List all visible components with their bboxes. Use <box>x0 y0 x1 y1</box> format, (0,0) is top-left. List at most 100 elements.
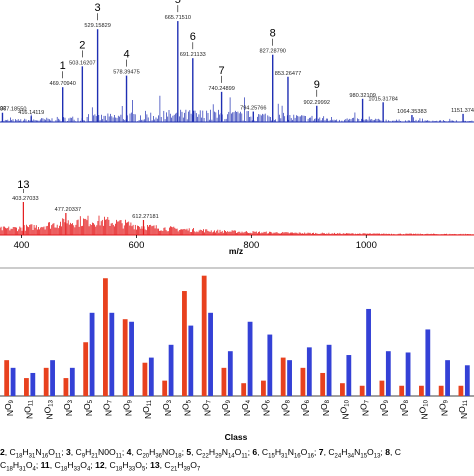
bar-red <box>63 378 69 396</box>
caption-fragment: 7 <box>196 466 201 473</box>
bar-blue <box>109 312 115 396</box>
caption-fragment: ; <box>181 447 187 457</box>
bar-blue <box>30 372 36 396</box>
caption-fragment: 18 <box>60 466 68 473</box>
bar-blue <box>168 344 174 396</box>
caption-fragment: ; <box>314 447 319 457</box>
caption-fragment: 24 <box>334 453 342 460</box>
bar-chart-x-tick-label: NO3 <box>161 399 173 416</box>
bar-blue <box>425 329 431 396</box>
caption-fragment: 5 <box>141 466 146 473</box>
bar-blue <box>326 344 332 396</box>
bar-chart-x-tick-label: NO10 <box>418 399 430 419</box>
bar-chart-x-tick-label: NO9 <box>437 399 449 416</box>
bar-chart-x-tick-label: NO9 <box>121 399 133 416</box>
caption-fragment: 18 <box>115 466 123 473</box>
spectrum-2-callout-number: 13 <box>17 179 29 191</box>
caption-fragment: O <box>135 460 142 470</box>
bar-red <box>300 367 306 396</box>
caption-fragment: 39 <box>183 466 191 473</box>
caption-fragment: 31 <box>281 453 288 460</box>
bar-chart-x-tick-label: NO9 <box>3 399 15 416</box>
caption-fragment: , C <box>257 447 269 457</box>
spectrum-1-peak-label: 503.16207 <box>69 60 95 66</box>
caption-line-2: C18H31O4; 11, C18H33O4; 12, C18H33O5; 13… <box>0 460 474 476</box>
caption-fragment: 34 <box>347 453 355 460</box>
bar-blue <box>247 321 253 396</box>
caption-fragment: N <box>221 447 228 457</box>
bar-chart-x-tick-label: NO3 <box>62 399 74 416</box>
caption-fragment: C <box>0 460 7 470</box>
caption-fragment: N <box>287 447 294 457</box>
caption-fragment: ; <box>145 460 151 470</box>
bar-blue <box>129 321 134 396</box>
bar-red <box>340 383 345 396</box>
bar-chart-x-tick-label: NO10 <box>339 399 351 419</box>
caption-fragment: 29 <box>215 453 222 460</box>
bar-blue <box>287 360 292 396</box>
bar-red <box>399 385 405 396</box>
caption-fragment: 4 <box>126 447 132 457</box>
bar-red <box>438 385 444 396</box>
bar-red <box>221 367 227 396</box>
bar-red <box>4 360 10 396</box>
bar-chart-x-tick-label: NO11 <box>457 399 469 419</box>
caption-fragment: 20 <box>142 453 150 460</box>
spectrum-1-peak-label: 902.29992 <box>304 100 330 106</box>
bar-chart-x-tick-label: NO9 <box>220 399 232 416</box>
bar-chart-x-axis-label: Class <box>225 432 248 442</box>
caption-line-1: 2, C18H31N16O11; 3, C9H21N0O11; 4, C20H3… <box>0 447 474 463</box>
spectrum-1-callout-number: 6 <box>190 31 196 43</box>
spectrum-1-peak-label: 367.18550 <box>0 107 26 113</box>
caption-fragment: 18 <box>6 466 13 473</box>
caption-fragment: 13 <box>150 460 160 470</box>
caption-fragment: 16 <box>41 453 49 460</box>
caption-fragment: 33 <box>73 466 81 473</box>
bar-red <box>261 380 266 396</box>
bar-chart-x-tick-label: NO5 <box>82 399 94 416</box>
bar-blue <box>306 347 312 396</box>
bar-chart-x-tick-label: NO9 <box>378 399 390 416</box>
caption-fragment: , C <box>4 447 16 457</box>
caption-fragment: 7 <box>318 447 324 457</box>
bar-red <box>201 275 207 396</box>
bar-red <box>122 319 128 396</box>
caption-fragment: 16 <box>293 453 301 460</box>
bar-red <box>142 362 148 396</box>
bar-chart-x-tick-label: NO8 <box>398 399 410 416</box>
caption-fragment: 13 <box>373 453 381 460</box>
spectrum-1-peak-label: 853.26477 <box>275 71 301 77</box>
spectrum-2-x-tick-label: 600 <box>129 240 145 251</box>
caption-fragment: H <box>67 460 74 470</box>
caption-fragment: , C <box>159 460 171 470</box>
caption-fragment: NO <box>162 447 175 457</box>
caption-fragment: N0O <box>97 447 116 457</box>
bar-blue <box>148 357 154 396</box>
bar-blue <box>385 351 391 396</box>
bar-red <box>458 385 464 396</box>
caption-fragment: 11 <box>241 453 248 460</box>
caption-fragment: O <box>80 460 87 470</box>
spectrum-1-callout-number: 4 <box>123 49 129 61</box>
bar-chart-x-tick-label: NO11 <box>23 399 35 419</box>
caption-fragment: ; <box>121 447 127 457</box>
caption-fragment: 5 <box>186 447 192 457</box>
caption-fragment: ; <box>247 447 253 457</box>
caption-fragment: 33 <box>128 466 136 473</box>
spectrum-2-x-tick-label: 1000 <box>356 240 377 251</box>
spectrum-1-peak-label: 1151.374 <box>451 108 474 114</box>
bar-red <box>241 383 247 396</box>
caption-fragment: H <box>85 447 92 457</box>
bar-chart-x-tick-label: NO4 <box>240 399 252 416</box>
spectrum-1-callout-number: 7 <box>219 65 225 77</box>
bar-blue <box>464 365 470 396</box>
caption-fragment: , C <box>191 447 203 457</box>
caption-fragment: O <box>48 447 55 457</box>
caption-fragment: H <box>274 447 282 457</box>
spectrum-1-peak-label: 1064.35383 <box>397 109 427 115</box>
spectrum-1-peak-label: 740.24899 <box>208 86 234 92</box>
spectrum-2-noise <box>0 215 474 235</box>
bar-red <box>359 385 365 396</box>
bar-red <box>162 380 168 396</box>
